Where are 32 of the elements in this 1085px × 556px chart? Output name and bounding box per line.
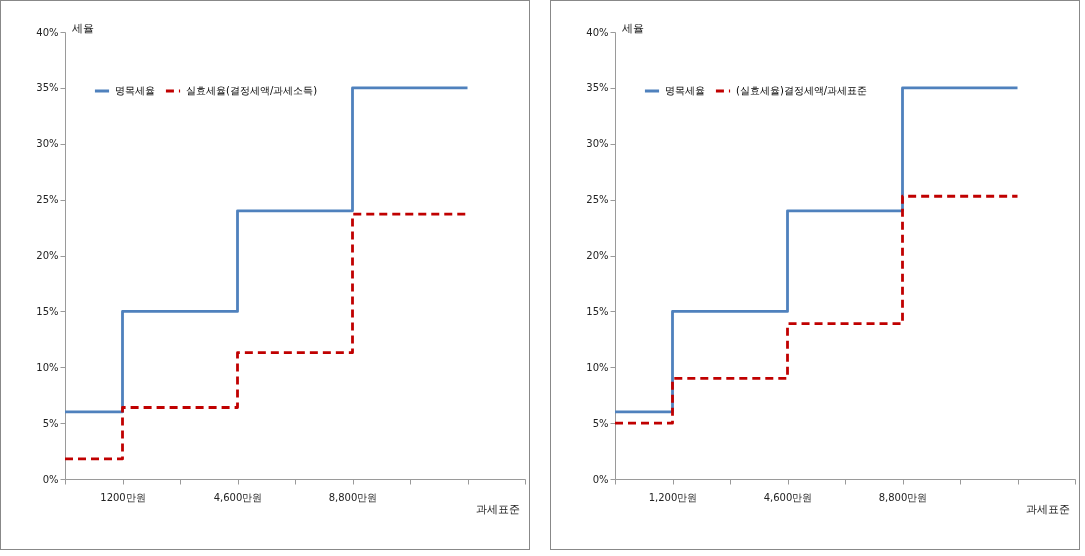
y-tick-label: 0% <box>42 473 59 485</box>
x-tick-label: 4,600만원 <box>213 491 263 503</box>
y-tick-label: 30% <box>586 138 609 150</box>
y-axis-title: 세율 <box>621 21 644 35</box>
y-tick-label: 25% <box>586 194 609 206</box>
y-tick-label: 5% <box>592 417 609 429</box>
y-tick-label: 20% <box>586 250 609 261</box>
legend-label: 실효세율(결정세액/과세소득) <box>186 85 318 96</box>
y-tick-label: 10% <box>36 361 59 373</box>
legend-label: 명목세율 <box>115 85 155 96</box>
x-axis-title: 과세표준 <box>475 502 520 516</box>
y-tick-label: 35% <box>586 82 609 94</box>
y-tick-label: 10% <box>586 361 609 373</box>
x-tick-label: 8,800만원 <box>878 491 928 503</box>
y-tick-label: 30% <box>36 138 59 150</box>
y-axis-title: 세율 <box>71 21 94 35</box>
y-tick-label: 0% <box>592 473 609 485</box>
x-tick-label: 1200만원 <box>100 491 146 503</box>
x-tick-label: 1,200만원 <box>648 491 698 503</box>
x-tick-label: 4,600만원 <box>763 491 813 503</box>
legend-label: 명목세율 <box>665 85 705 96</box>
y-tick-label: 15% <box>586 305 609 317</box>
y-tick-label: 35% <box>36 82 59 94</box>
y-tick-label: 40% <box>36 26 59 38</box>
y-tick-label: 15% <box>36 305 59 317</box>
legend-label: (실효세율)결정세액/과세표준 <box>736 85 868 96</box>
x-axis-title: 과세표준 <box>1025 502 1070 516</box>
x-tick-label: 8,800만원 <box>328 491 378 503</box>
y-tick-label: 40% <box>586 26 609 38</box>
y-tick-label: 20% <box>36 250 59 261</box>
y-tick-label: 25% <box>36 194 59 206</box>
y-tick-label: 5% <box>42 417 59 429</box>
